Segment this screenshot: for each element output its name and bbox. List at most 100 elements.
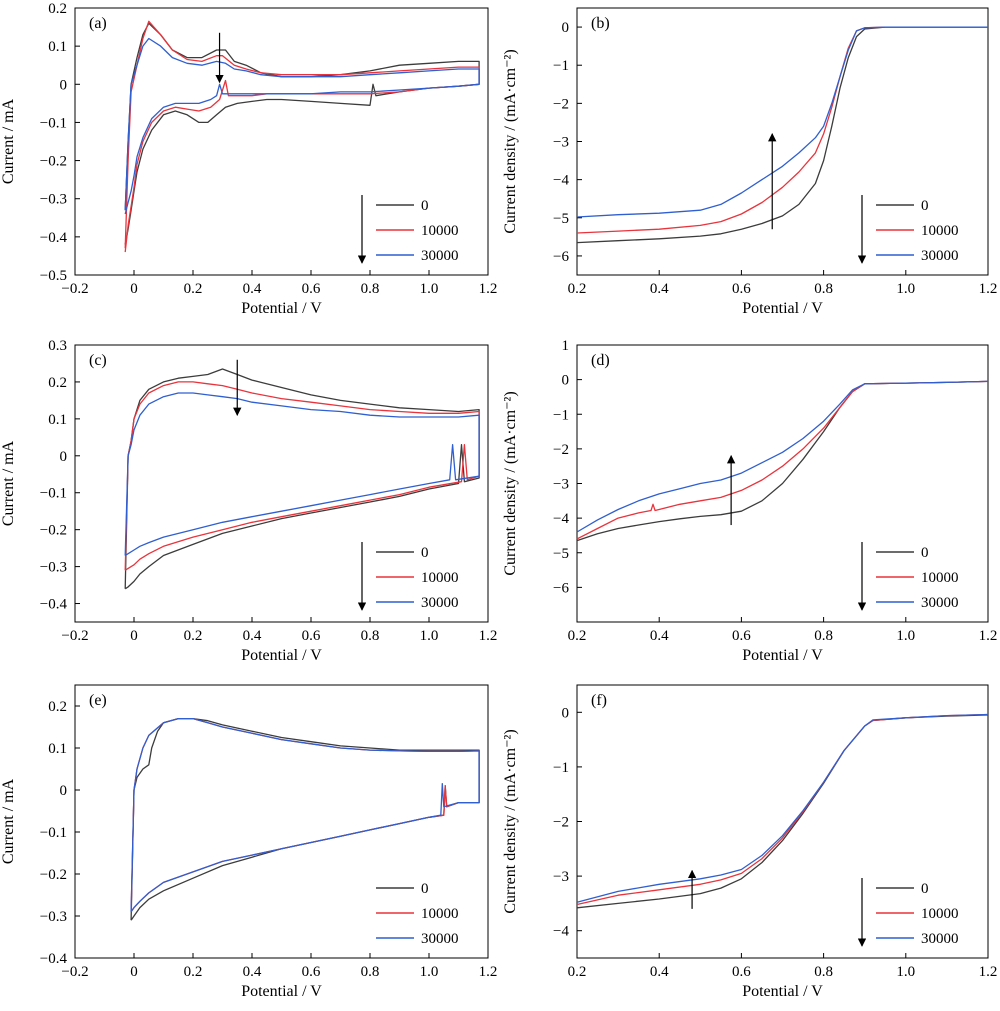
y-tick-label: 0 [60,77,68,93]
series-line-30000 [576,380,989,533]
plot-frame [74,344,489,623]
y-tick-label: −2 [553,442,569,458]
y-tick-label: −1 [553,58,569,74]
series-line-10000 [576,713,989,906]
legend-label-0: 0 [921,545,929,561]
x-tick-label: 0.2 [184,281,203,297]
y-tick-label: 0.2 [48,699,67,715]
y-tick-label: 0.3 [48,338,67,354]
y-axis-label: Current / mA [0,98,17,184]
y-tick-label: −0.1 [40,825,67,841]
x-tick-label: 0.4 [243,281,262,297]
y-tick-label: −6 [553,580,569,596]
x-tick-label: 0.4 [650,281,669,297]
x-tick-label: 1.2 [479,628,498,644]
x-tick-label: 0 [130,281,138,297]
x-tick-label: 0.4 [650,628,669,644]
y-tick-label: −0.2 [40,867,67,883]
legend-label-30000: 30000 [421,595,459,611]
y-tick-label: −0.2 [40,523,67,539]
y-tick-label: 0 [60,449,68,465]
x-tick-label: 1.2 [979,281,998,297]
y-tick-label: −0.3 [40,560,67,576]
series-line-0 [576,714,989,909]
x-tick-label: 1.0 [896,964,915,980]
plot-frame [74,684,489,959]
panel-f: 0.2 0.4 0.6 0.8 1.0 1.2 −4 −3 −2 −1 0 Potential / V… [502,684,998,1000]
x-tick-label: 1.2 [979,964,998,980]
series-line-30000 [576,26,988,218]
series-line-30000 [130,717,480,913]
series-line-0 [124,368,480,590]
x-tick-label: 0.2 [568,628,587,644]
y-axis-label: Current / mA [0,440,17,526]
y-tick-label: −4 [553,511,569,527]
legend-label-10000: 10000 [421,223,459,239]
y-tick-label: 0.1 [48,412,67,428]
y-tick-label: −0.1 [40,115,67,131]
legend-label-10000: 10000 [421,570,459,586]
series-line-10000 [576,380,989,540]
y-tick-label: −0.5 [40,268,67,284]
x-tick-label: 0.8 [361,628,380,644]
x-axis-label: Potential / V [742,983,823,1000]
y-tick-label: −3 [553,135,569,151]
x-tick-label: 1.2 [479,281,498,297]
y-tick-label: 0.1 [48,39,67,55]
x-tick-label: 0.6 [732,281,751,297]
y-tick-label: −6 [553,249,569,265]
y-tick-label: 0 [562,705,570,721]
y-tick-label: −4 [553,924,569,940]
y-tick-label: −0.3 [40,192,67,208]
y-axis-label: Current density / (mA·cm⁻²) [502,391,519,575]
series-line-30000 [124,37,480,215]
legend-label-10000: 10000 [921,570,959,586]
y-axis-label: Current density / (mA·cm⁻²) [502,729,519,913]
x-tick-label: 0.2 [568,964,587,980]
x-tick-label: 0.2 [568,281,587,297]
panel-label: (e) [89,692,107,709]
y-tick-label: −1 [553,407,569,423]
series-line-30000 [576,713,989,903]
y-axis-label: Current density / (mA·cm⁻²) [502,49,519,233]
x-tick-label: −0.2 [61,281,88,297]
x-tick-label: 0.8 [814,628,833,644]
panel-c: −0.2 0 0.2 0.4 0.6 0.8 1.0 1.2 −0.4 −0.3 −0.2 −0.1 0… [0,338,497,664]
y-axis-label: Current / mA [0,778,17,864]
y-tick-label: −3 [553,869,569,885]
series-line-10000 [124,381,480,571]
legend-label-0: 0 [921,198,929,214]
legend-label-10000: 10000 [921,906,959,922]
y-tick-label: −2 [553,96,569,112]
series-line-0 [130,717,480,921]
y-tick-label: −0.1 [40,486,67,502]
legend-label-30000: 30000 [921,595,959,611]
panel-e: −0.2 0 0.2 0.4 0.6 0.8 1.0 1.2 −0.4 −0.3 −0.2 −0.1 0… [0,684,497,1000]
legend-label-30000: 30000 [421,931,459,947]
x-tick-label: 0.8 [814,281,833,297]
y-tick-label: 0.1 [48,741,67,757]
x-tick-label: 0 [130,964,138,980]
legend-label-30000: 30000 [421,248,459,264]
panel-b: 0.2 0.4 0.6 0.8 1.0 1.2 −6 −5 −4 −3 −2 −1 0 Potential… [502,7,998,317]
y-tick-label: 0 [562,20,570,36]
panel-label: (f) [591,692,607,709]
y-tick-label: −0.4 [40,951,68,967]
x-tick-label: 0.2 [184,628,203,644]
x-axis-label: Potential / V [742,300,823,317]
legend-label-0: 0 [421,198,429,214]
x-tick-label: 0.4 [243,964,262,980]
x-tick-label: −0.2 [61,628,88,644]
x-tick-label: 0.6 [732,628,751,644]
y-tick-label: −2 [553,815,569,831]
panel-d: 0.2 0.4 0.6 0.8 1.0 1.2 −6 −5 −4 −3 −2 −1 0 1 Potentia… [502,338,997,664]
x-tick-label: 1.0 [420,964,439,980]
x-tick-label: 0.4 [650,964,669,980]
legend-label-0: 0 [421,545,429,561]
x-tick-label: 0.8 [814,964,833,980]
y-tick-label: −5 [553,546,569,562]
panel-label: (c) [89,352,107,369]
y-tick-label: 1 [562,338,570,354]
legend-label-10000: 10000 [421,906,459,922]
